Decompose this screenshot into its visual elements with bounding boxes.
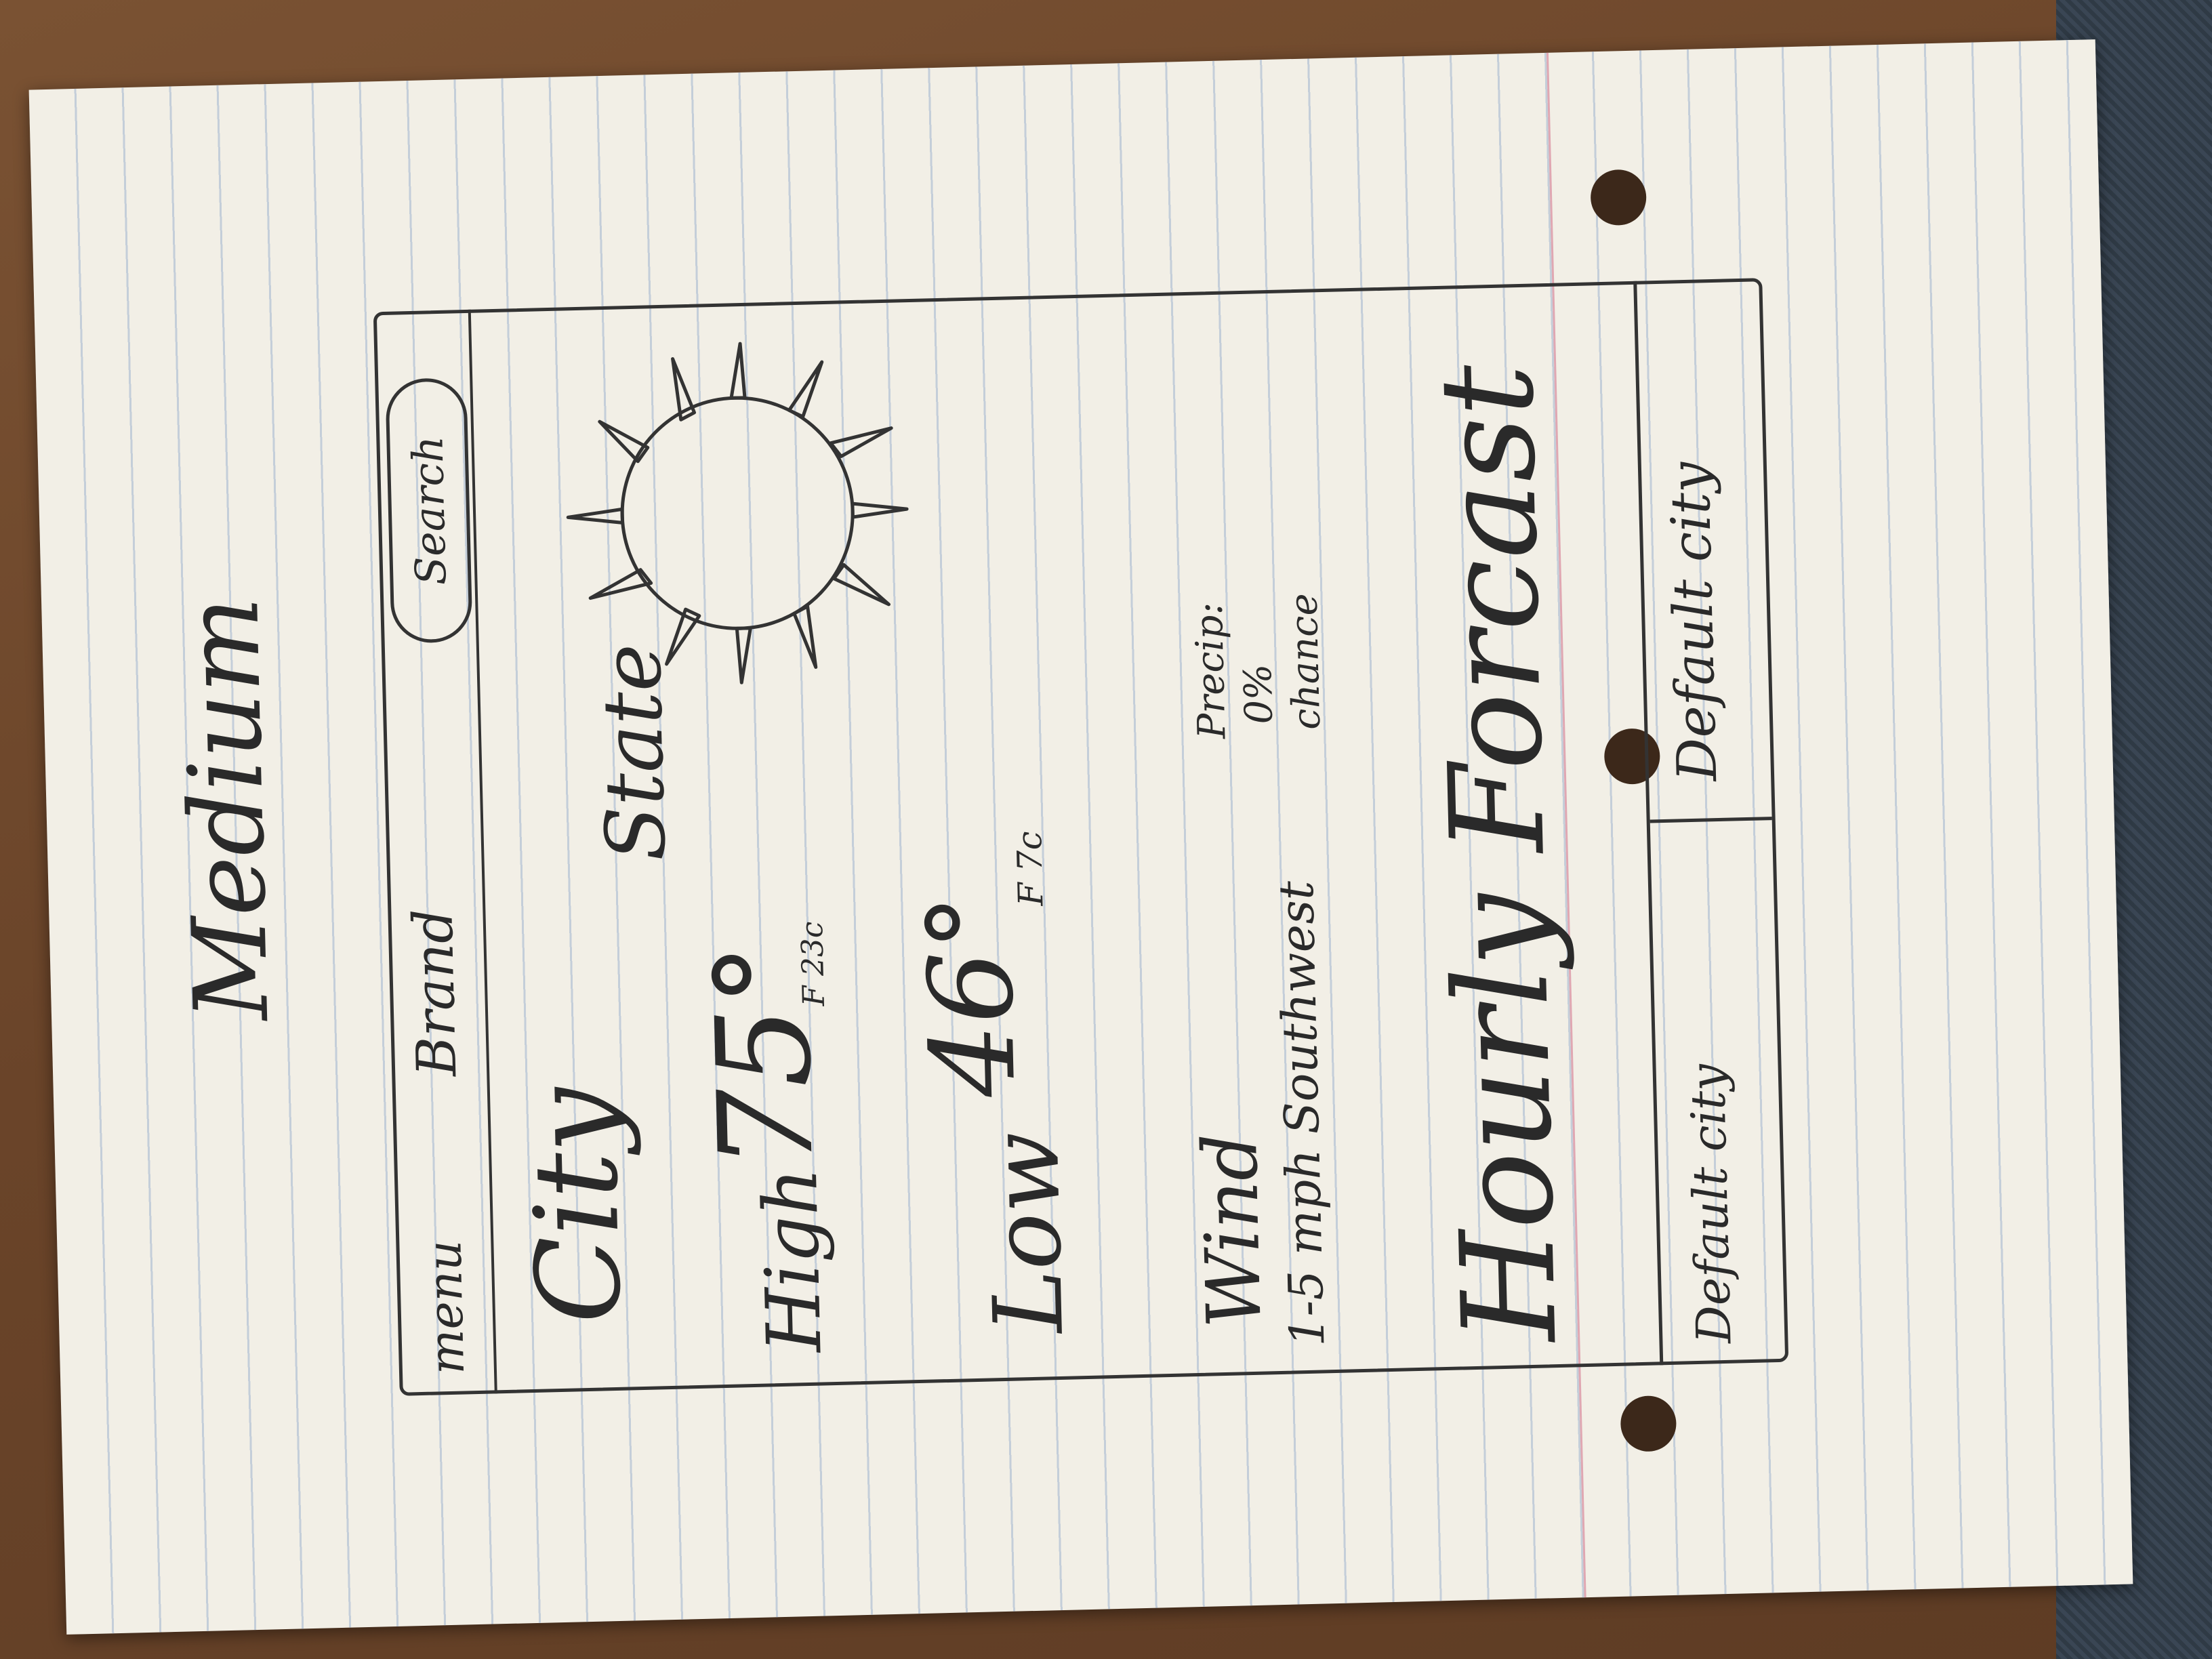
wireframe-sketch: Medium menu Brand Search City State [163, 278, 1789, 1396]
menu-button[interactable]: menu [416, 1240, 476, 1376]
low-temp: 46° [903, 891, 1042, 1099]
high-label: High [746, 1166, 838, 1354]
search-button[interactable]: Search [385, 377, 473, 644]
binder-hole [1620, 1395, 1677, 1452]
city-heading: City [507, 1086, 648, 1326]
tab-default-city-2[interactable]: Default city [1658, 461, 1729, 782]
precip-value: 0% [1235, 663, 1282, 725]
low-temp-units: F 7c [1009, 830, 1051, 907]
wind-value: 1-5 mph Southwest [1268, 880, 1336, 1348]
wind-label: Wind [1186, 1132, 1278, 1330]
hourly-forecast-heading: Hourly Forcast [1412, 363, 1586, 1344]
search-label: Search [402, 435, 456, 586]
binder-hole [1590, 169, 1647, 226]
brand-logo[interactable]: Brand [401, 907, 469, 1078]
sun-icon [566, 342, 909, 684]
tab-default-city-1[interactable]: Default city [1679, 1063, 1742, 1345]
precip-chance: chance [1282, 592, 1330, 731]
high-temp-units: F 23c [794, 920, 832, 1007]
precip-label: Precip: [1187, 601, 1235, 740]
notebook-page: Medium menu Brand Search City State [28, 39, 2133, 1635]
low-label: Low [969, 1130, 1085, 1335]
breakpoint-title: Medium [163, 595, 292, 1022]
